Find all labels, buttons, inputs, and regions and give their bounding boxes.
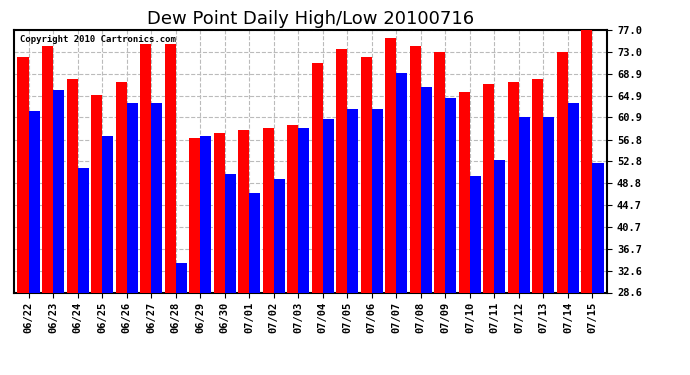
Bar: [568, 103, 579, 375]
Bar: [42, 46, 53, 375]
Bar: [151, 103, 162, 375]
Bar: [165, 44, 176, 375]
Bar: [372, 109, 383, 375]
Bar: [508, 81, 519, 375]
Bar: [484, 84, 495, 375]
Bar: [593, 163, 604, 375]
Bar: [238, 130, 249, 375]
Bar: [66, 79, 77, 375]
Bar: [533, 79, 544, 375]
Bar: [323, 120, 334, 375]
Text: Copyright 2010 Cartronics.com: Copyright 2010 Cartronics.com: [20, 35, 176, 44]
Bar: [434, 52, 445, 375]
Bar: [347, 109, 358, 375]
Bar: [200, 136, 211, 375]
Bar: [263, 128, 274, 375]
Bar: [298, 128, 309, 375]
Bar: [249, 193, 260, 375]
Bar: [361, 57, 372, 375]
Bar: [91, 95, 102, 375]
Title: Dew Point Daily High/Low 20100716: Dew Point Daily High/Low 20100716: [147, 10, 474, 28]
Bar: [385, 38, 396, 375]
Bar: [17, 57, 28, 375]
Bar: [459, 92, 470, 375]
Bar: [126, 103, 137, 375]
Bar: [519, 117, 530, 375]
Bar: [274, 179, 285, 375]
Bar: [336, 49, 347, 375]
Bar: [287, 125, 298, 375]
Bar: [396, 74, 407, 375]
Bar: [582, 30, 593, 375]
Bar: [495, 160, 506, 375]
Bar: [28, 111, 39, 375]
Bar: [77, 168, 88, 375]
Bar: [53, 90, 64, 375]
Bar: [470, 176, 481, 375]
Bar: [557, 52, 568, 375]
Bar: [176, 263, 187, 375]
Bar: [410, 46, 421, 375]
Bar: [140, 44, 151, 375]
Bar: [312, 63, 323, 375]
Bar: [544, 117, 555, 375]
Bar: [189, 138, 200, 375]
Bar: [214, 133, 225, 375]
Bar: [421, 87, 432, 375]
Bar: [115, 81, 126, 375]
Bar: [102, 136, 113, 375]
Bar: [445, 98, 456, 375]
Bar: [225, 174, 236, 375]
